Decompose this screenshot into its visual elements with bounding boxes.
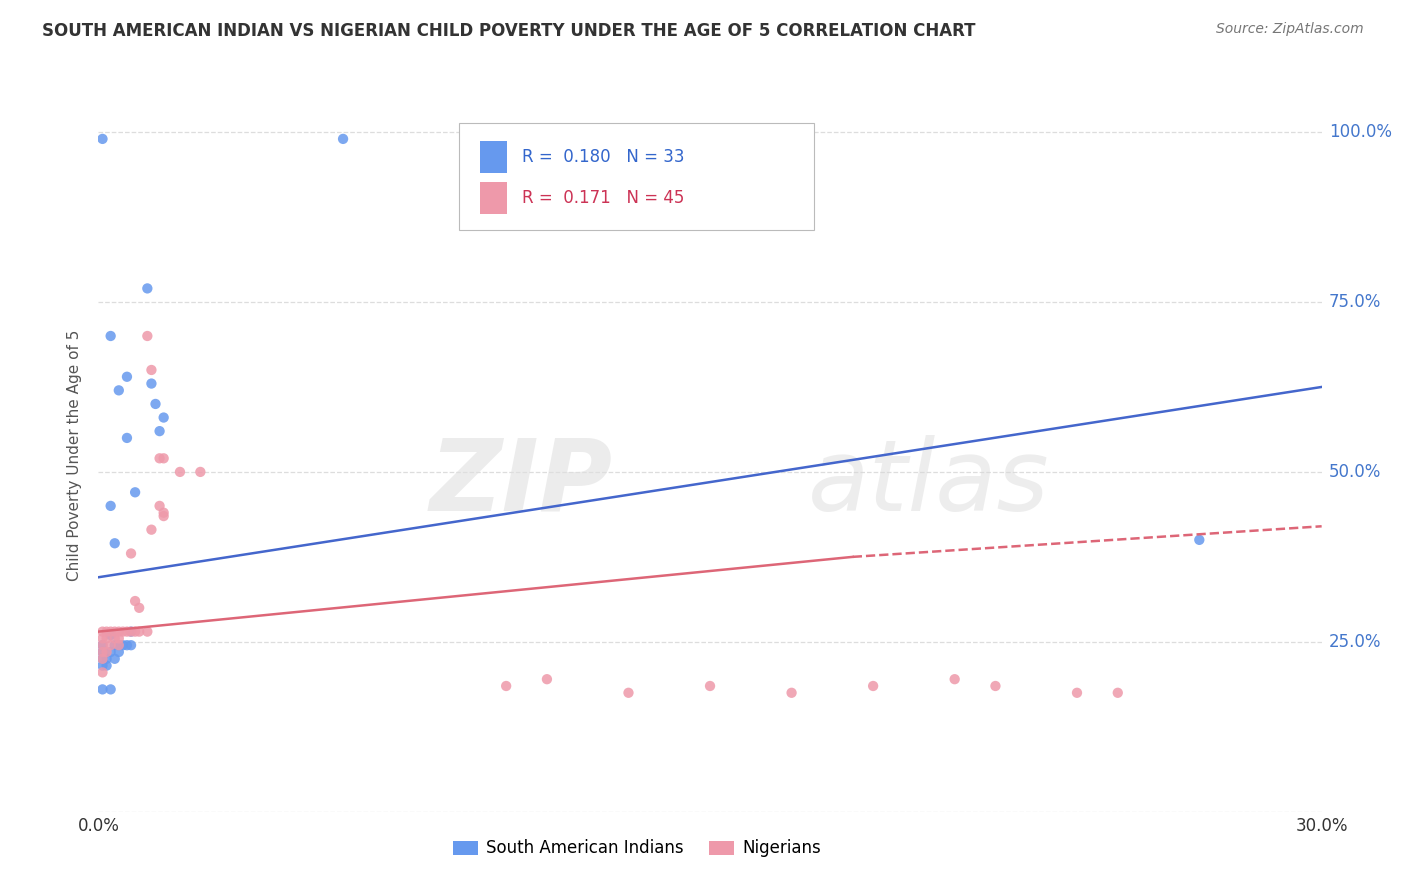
Point [108,632,131,646]
Point [96,624,118,639]
Point [91,624,114,639]
Point [96,645,118,659]
Point [108,645,131,659]
Text: 50.0%: 50.0% [1329,463,1381,481]
Point [100,682,122,697]
Text: Source: ZipAtlas.com: Source: ZipAtlas.com [1216,22,1364,37]
Point [984,679,1007,693]
Point [136,329,159,343]
Point [120,638,142,652]
Point [617,686,640,700]
Point [115,624,138,639]
Point [128,600,150,615]
Point [120,624,142,639]
Point [136,281,159,295]
Point [100,645,122,659]
Point [100,628,122,642]
Point [1066,686,1088,700]
Point [152,451,174,466]
Point [536,672,558,686]
Point [124,594,146,608]
Point [128,624,150,639]
Point [141,363,163,377]
Point [96,652,118,666]
Point [108,624,131,639]
Point [149,424,172,438]
Point [152,506,174,520]
Point [124,485,146,500]
Point [115,369,138,384]
Y-axis label: Child Poverty Under the Age of 5: Child Poverty Under the Age of 5 [67,329,83,581]
Point [104,638,127,652]
Point [104,536,127,550]
Text: atlas: atlas [808,435,1049,532]
Point [100,329,122,343]
Point [91,682,114,697]
Point [91,638,114,652]
Point [780,686,803,700]
Bar [479,141,508,173]
Point [100,638,122,652]
Point [149,499,172,513]
Text: R =  0.171   N = 45: R = 0.171 N = 45 [522,189,685,207]
Point [169,465,191,479]
Point [943,672,966,686]
Text: 75.0%: 75.0% [1329,293,1381,311]
Point [96,632,118,646]
Point [111,638,134,652]
Point [91,658,114,673]
Point [111,624,134,639]
Point [108,638,131,652]
Point [91,132,114,146]
Legend: South American Indians, Nigerians: South American Indians, Nigerians [446,833,827,864]
Point [120,546,142,560]
Point [104,624,127,639]
Point [108,638,131,652]
Point [152,410,174,425]
Point [91,632,114,646]
Point [115,431,138,445]
Text: ZIP: ZIP [429,435,612,532]
Text: 100.0%: 100.0% [1329,123,1392,141]
Point [91,652,114,666]
Point [862,679,884,693]
Point [152,509,174,524]
Point [149,451,172,466]
Point [91,665,114,680]
Text: 25.0%: 25.0% [1329,632,1381,651]
Point [141,523,163,537]
Point [1188,533,1211,547]
Point [96,658,118,673]
Point [495,679,517,693]
Point [120,624,142,639]
Point [91,645,114,659]
Text: R =  0.180   N = 33: R = 0.180 N = 33 [522,148,685,166]
Text: SOUTH AMERICAN INDIAN VS NIGERIAN CHILD POVERTY UNDER THE AGE OF 5 CORRELATION C: SOUTH AMERICAN INDIAN VS NIGERIAN CHILD … [42,22,976,40]
Point [124,624,146,639]
Bar [479,182,508,214]
Point [100,624,122,639]
Point [1107,686,1129,700]
Point [141,376,163,391]
Point [91,652,114,666]
Point [136,624,159,639]
Point [332,132,354,146]
Point [145,397,167,411]
Point [91,645,114,659]
Point [108,384,131,398]
Point [104,632,127,646]
Point [699,679,721,693]
FancyBboxPatch shape [460,123,814,230]
Point [115,638,138,652]
Point [91,638,114,652]
Point [100,499,122,513]
Point [188,465,212,479]
Point [104,652,127,666]
